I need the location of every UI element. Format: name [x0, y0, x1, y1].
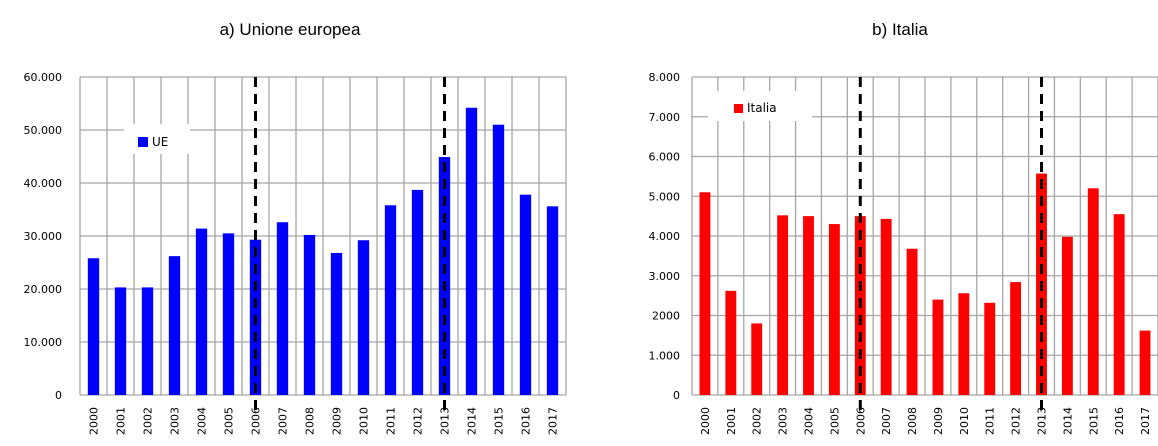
- bar-2010: [357, 240, 370, 395]
- x-tick-label: 2012: [412, 407, 425, 435]
- y-tick-label: 3.000: [649, 270, 681, 283]
- x-tick-label: 2007: [277, 407, 290, 435]
- y-tick-label: 10.000: [24, 336, 63, 349]
- x-tick-label: 2003: [169, 407, 182, 435]
- x-tick-label: 2015: [493, 407, 506, 435]
- bar-2004: [803, 216, 814, 395]
- x-tick-label: 2011: [385, 407, 398, 435]
- bar-2005: [222, 233, 235, 395]
- x-tick-label: 2013: [1036, 407, 1049, 435]
- y-tick-label: 8.000: [649, 71, 681, 84]
- bar-2007: [880, 218, 892, 395]
- x-tick-label: 2006: [250, 407, 263, 435]
- bar-2013: [438, 157, 451, 395]
- bar-2002: [751, 323, 763, 395]
- x-tick-label: 2014: [1061, 407, 1074, 435]
- bar-2009: [330, 252, 343, 395]
- x-tick-label: 2008: [906, 407, 919, 435]
- x-tick-label: 2009: [932, 407, 945, 435]
- bar-2014: [465, 107, 478, 396]
- x-tick-label: 2002: [751, 407, 764, 435]
- bar-2011: [384, 205, 397, 395]
- y-tick-label: 6.000: [649, 151, 681, 164]
- x-tick-label: 2006: [854, 407, 867, 435]
- y-tick-label: 4.000: [649, 230, 681, 243]
- x-tick-label: 2002: [142, 407, 155, 435]
- bar-2008: [303, 234, 316, 395]
- legend-swatch: [734, 104, 743, 113]
- bar-2017: [546, 206, 559, 395]
- bar-2012: [411, 189, 424, 395]
- chart-title-eu: a) Unione europea: [219, 20, 361, 39]
- x-tick-label: 2008: [304, 407, 317, 435]
- bar-2001: [725, 290, 737, 395]
- bar-2012: [1010, 282, 1022, 395]
- x-tick-label: 2004: [196, 407, 209, 435]
- x-tick-label: 2015: [1087, 407, 1100, 435]
- x-tick-label: 2016: [520, 407, 533, 435]
- x-tick-label: 2003: [777, 407, 790, 435]
- x-tick-label: 2010: [358, 407, 371, 435]
- bar-2015: [1087, 188, 1099, 395]
- x-tick-label: 2007: [880, 407, 893, 435]
- legend-label: UE: [152, 135, 168, 149]
- x-tick-label: 2014: [466, 407, 479, 435]
- x-tick-label: 2016: [1113, 407, 1126, 435]
- bar-2005: [828, 224, 840, 395]
- y-tick-label: 0: [55, 389, 62, 402]
- x-tick-label: 2001: [725, 407, 738, 435]
- bar-2015: [492, 124, 505, 395]
- y-tick-label: 5.000: [649, 190, 681, 203]
- bar-2000: [87, 258, 100, 395]
- y-tick-label: 0: [673, 389, 680, 402]
- y-tick-label: 30.000: [24, 230, 63, 243]
- bar-2011: [984, 302, 996, 395]
- bar-2017: [1139, 330, 1151, 395]
- x-tick-label: 2009: [331, 407, 344, 435]
- y-tick-label: 50.000: [24, 124, 63, 137]
- bar-2000: [699, 192, 711, 395]
- x-tick-label: 2005: [828, 407, 841, 435]
- bar-2014: [1061, 236, 1073, 395]
- x-tick-label: 2001: [115, 407, 128, 435]
- chart-italia: 0 1.000 2000 3.000 4.000 5.000 6.000 7.000 8.000…: [649, 71, 1158, 435]
- bar-2002: [141, 287, 154, 395]
- x-tick-label: 2005: [223, 407, 236, 435]
- x-tick-label: 2010: [958, 407, 971, 435]
- bar-2003: [168, 256, 181, 395]
- y-tick-label: 60.000: [24, 71, 63, 84]
- legend-swatch: [138, 137, 148, 147]
- x-tick-label: 2017: [1139, 407, 1152, 435]
- bar-2004: [195, 228, 208, 395]
- x-tick-label: 2000: [699, 407, 712, 435]
- legend-box: [708, 91, 812, 121]
- y-tick-label: 20.000: [24, 283, 63, 296]
- bar-2003: [777, 215, 789, 395]
- bar-2016: [519, 194, 532, 395]
- chart-eu: 0 10.000 20.000 30.000 40.000 50.000 60.000 200…: [24, 71, 567, 435]
- y-tick-label: 7.000: [649, 111, 681, 124]
- bar-2010: [958, 293, 970, 395]
- x-tick-label: 2011: [984, 407, 997, 435]
- bar-2009: [932, 299, 944, 395]
- legend-box: [124, 124, 190, 154]
- x-tick-label: 2004: [803, 407, 816, 435]
- legend-label: Italia: [747, 101, 777, 115]
- y-tick-label: 2000: [652, 310, 680, 323]
- bar-2016: [1113, 214, 1125, 395]
- bar-2008: [906, 248, 918, 395]
- x-tick-label: 2017: [547, 407, 560, 435]
- bar-2007: [276, 222, 289, 395]
- y-tick-label: 40.000: [24, 177, 63, 190]
- bar-2001: [114, 287, 127, 395]
- y-tick-label: 1.000: [649, 349, 681, 362]
- x-tick-label: 2013: [439, 407, 452, 435]
- x-tick-label: 2012: [1010, 407, 1023, 435]
- x-tick-label: 2000: [88, 407, 101, 435]
- chart-title-italia: b) Italia: [872, 20, 928, 39]
